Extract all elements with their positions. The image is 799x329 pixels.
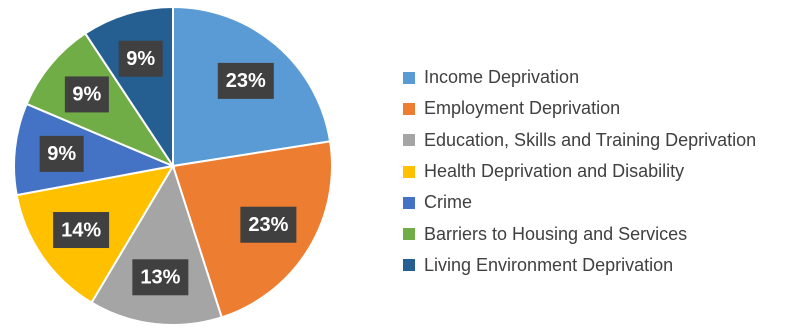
data-label-text: 9% — [126, 48, 155, 70]
legend-swatch — [403, 71, 415, 84]
data-label-box — [64, 76, 109, 113]
pie-plot-area: 23% 23% 13% 14% 9% 9% 9% — [13, 5, 333, 326]
legend-label: Crime — [424, 192, 472, 213]
data-label-text: 23% — [248, 214, 288, 236]
legend-label: Health Deprivation and Disability — [424, 161, 685, 182]
legend-swatch — [403, 259, 415, 272]
legend-item-barriers-to-housing-and-services: Barriers to Housing and Services — [403, 218, 756, 249]
legend-swatch — [403, 102, 415, 115]
data-label-employment-deprivation: 23% — [240, 206, 297, 243]
data-label-box — [39, 135, 84, 172]
data-label-crime: 9% — [39, 135, 84, 172]
data-label-box — [53, 212, 110, 249]
data-label-barriers-to-housing-and-services: 9% — [64, 76, 109, 113]
chart-legend: Income Deprivation Employment Deprivation… — [403, 62, 756, 281]
legend-swatch — [403, 196, 415, 209]
data-label-box — [118, 40, 163, 77]
pie-slice-education-skills-and-training-deprivation — [90, 163, 223, 326]
legend-item-income-deprivation: Income Deprivation — [403, 62, 756, 93]
pie-slice-crime — [13, 102, 177, 197]
legend-item-health-deprivation-and-disability: Health Deprivation and Disability — [403, 156, 756, 187]
data-label-income-deprivation: 23% — [217, 62, 274, 99]
data-label-text: 14% — [61, 219, 101, 241]
legend-label: Income Deprivation — [424, 67, 580, 88]
data-label-text: 13% — [140, 267, 180, 289]
legend-swatch — [403, 165, 415, 178]
data-label-text: 9% — [72, 84, 101, 106]
data-label-box — [217, 62, 274, 99]
data-label-box — [132, 259, 189, 296]
legend-label: Education, Skills and Training Deprivati… — [424, 129, 757, 150]
legend-label: Barriers to Housing and Services — [424, 223, 688, 244]
data-label-living-environment-deprivation: 9% — [118, 40, 163, 77]
data-label-education-skills-and-training-deprivation: 13% — [132, 259, 189, 296]
data-label-text: 9% — [47, 143, 76, 165]
legend-label: Living Environment Deprivation — [424, 254, 674, 275]
legend-swatch — [403, 228, 415, 241]
data-label-health-deprivation-and-disability: 14% — [53, 212, 110, 249]
legend-label: Employment Deprivation — [424, 98, 621, 119]
legend-item-education-skills-and-training-deprivation: Education, Skills and Training Deprivati… — [403, 125, 756, 156]
legend-swatch — [403, 134, 415, 147]
legend-item-employment-deprivation: Employment Deprivation — [403, 93, 756, 124]
legend-item-crime: Crime — [403, 187, 756, 218]
data-label-text: 23% — [226, 70, 266, 92]
legend-item-living-environment-deprivation: Living Environment Deprivation — [403, 250, 756, 281]
data-label-box — [240, 206, 297, 243]
